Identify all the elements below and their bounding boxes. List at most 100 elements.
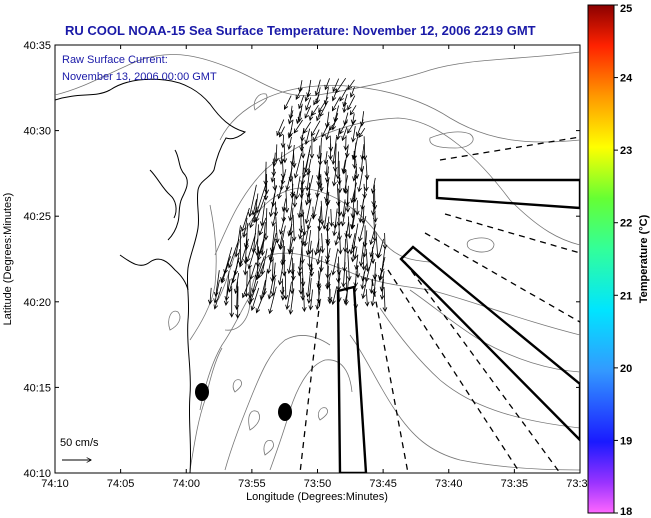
current-vector bbox=[317, 216, 322, 232]
current-vector bbox=[288, 198, 294, 222]
current-vector bbox=[321, 121, 330, 138]
current-vector bbox=[315, 288, 321, 311]
current-vector bbox=[249, 262, 257, 280]
current-vector bbox=[341, 126, 348, 142]
current-vector bbox=[334, 230, 340, 246]
current-vector bbox=[247, 287, 253, 306]
current-vector bbox=[295, 111, 301, 125]
current-vector bbox=[342, 175, 349, 194]
x-tick-label: 73:45 bbox=[369, 478, 397, 490]
colorbar-tick-label: 22 bbox=[620, 218, 632, 230]
current-vector bbox=[336, 160, 342, 186]
current-vector bbox=[353, 246, 358, 260]
current-vector bbox=[337, 190, 342, 217]
current-vector bbox=[347, 95, 356, 111]
current-vector bbox=[364, 289, 370, 307]
current-vector bbox=[241, 279, 251, 299]
current-vector bbox=[281, 198, 287, 212]
current-vector bbox=[316, 246, 322, 266]
colorbar-tick-label: 25 bbox=[620, 3, 632, 15]
x-tick-label: 73:35 bbox=[501, 478, 529, 490]
scale-arrow-label: 50 cm/s bbox=[60, 437, 99, 449]
current-vector bbox=[351, 126, 356, 143]
current-vector bbox=[251, 199, 257, 216]
current-vector bbox=[266, 246, 274, 274]
current-vector bbox=[308, 248, 314, 273]
annotation-line-2: November 13, 2006 00:00 GMT bbox=[62, 71, 217, 83]
current-vector bbox=[332, 78, 340, 93]
current-vector bbox=[293, 119, 303, 134]
current-vector bbox=[279, 216, 286, 235]
current-vector bbox=[287, 223, 293, 237]
current-vector bbox=[235, 286, 241, 319]
current-vector bbox=[345, 230, 351, 255]
current-vector bbox=[347, 79, 355, 90]
current-vector bbox=[220, 263, 229, 284]
current-vector bbox=[258, 233, 266, 255]
current-vector bbox=[310, 120, 321, 137]
current-vector bbox=[277, 265, 284, 286]
y-tick-label: 40:30 bbox=[23, 126, 51, 138]
current-vector bbox=[350, 113, 356, 125]
current-vector bbox=[361, 254, 366, 271]
current-vector bbox=[280, 286, 286, 301]
colorbar-label: Temperature (°C) bbox=[638, 214, 650, 303]
current-vector bbox=[298, 95, 305, 110]
current-vector bbox=[325, 192, 330, 207]
current-vector bbox=[337, 239, 343, 255]
current-vectors bbox=[207, 77, 388, 319]
annotation-line-1: Raw Surface Current: bbox=[62, 54, 168, 66]
current-vector bbox=[213, 286, 222, 310]
current-vector bbox=[327, 288, 333, 302]
current-vector bbox=[284, 189, 290, 214]
current-vector bbox=[238, 238, 249, 268]
current-vector bbox=[291, 150, 297, 169]
current-vector bbox=[349, 105, 357, 116]
current-vector bbox=[305, 272, 311, 298]
current-vector bbox=[308, 289, 314, 311]
current-vector bbox=[229, 286, 235, 318]
current-vector bbox=[257, 262, 265, 279]
current-vector bbox=[293, 152, 303, 179]
colorbar-tick-label: 18 bbox=[620, 506, 632, 518]
colorbar bbox=[587, 4, 615, 514]
current-vector bbox=[250, 287, 260, 311]
current-vector bbox=[316, 145, 322, 160]
current-vector bbox=[294, 176, 301, 200]
current-vector bbox=[288, 288, 295, 315]
current-vector bbox=[249, 206, 258, 229]
current-vector bbox=[231, 264, 238, 284]
current-vector bbox=[240, 207, 250, 233]
current-vector bbox=[268, 286, 277, 315]
current-vector bbox=[331, 97, 341, 112]
current-vector bbox=[319, 102, 328, 118]
current-vector bbox=[343, 135, 349, 151]
current-vector bbox=[341, 262, 346, 288]
current-vector bbox=[331, 89, 338, 102]
current-vector bbox=[339, 119, 348, 135]
current-vector bbox=[355, 265, 361, 279]
current-vector bbox=[331, 136, 337, 165]
x-tick-label: 73:55 bbox=[238, 478, 266, 490]
current-vector bbox=[298, 225, 303, 240]
current-vector bbox=[318, 174, 324, 193]
current-vector bbox=[332, 223, 338, 237]
current-vector bbox=[268, 193, 275, 218]
current-vector bbox=[369, 278, 374, 295]
current-vector bbox=[279, 126, 285, 138]
x-tick-label: 74:00 bbox=[172, 478, 200, 490]
current-vector bbox=[303, 121, 312, 134]
colorbar-tick-label: 21 bbox=[620, 290, 632, 302]
current-vector bbox=[325, 232, 331, 247]
current-vector bbox=[360, 271, 366, 290]
current-vector bbox=[304, 128, 311, 145]
current-vector bbox=[318, 96, 329, 113]
current-vector bbox=[316, 270, 322, 291]
current-vector bbox=[282, 144, 288, 164]
current-vector bbox=[319, 200, 325, 226]
current-vector bbox=[301, 287, 307, 313]
current-vector bbox=[285, 281, 292, 310]
current-vector bbox=[357, 166, 364, 193]
current-vector bbox=[354, 200, 360, 216]
current-vector bbox=[339, 87, 348, 102]
